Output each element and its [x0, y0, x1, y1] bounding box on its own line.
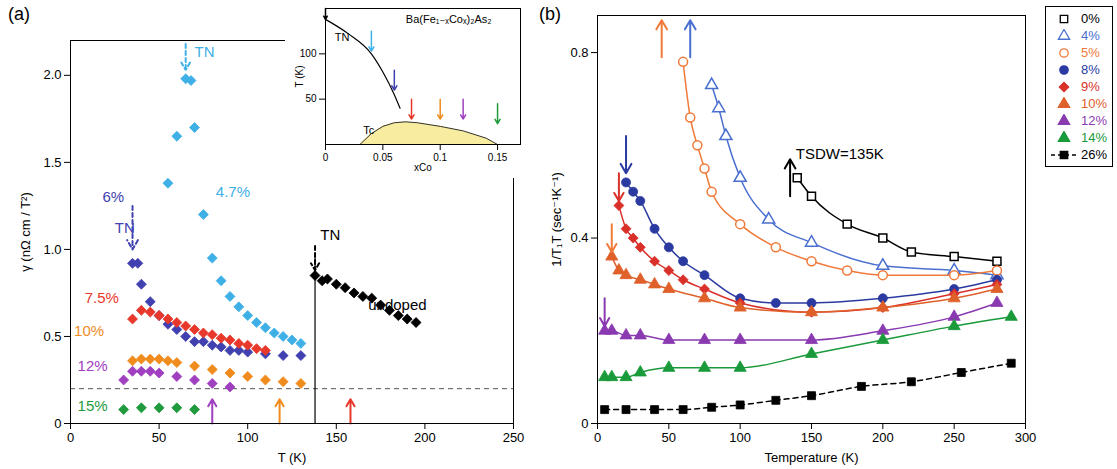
html-text:(a): (a)	[8, 4, 30, 24]
svg-text:undoped: undoped	[368, 296, 426, 313]
html-text:0%: 0%	[1081, 11, 1100, 26]
svg-text:Temperature (K): Temperature (K)	[765, 450, 859, 465]
svg-text:200: 200	[414, 430, 436, 445]
html-text:26%: 26%	[1081, 147, 1107, 162]
svg-text:T (K): T (K)	[294, 65, 305, 87]
svg-text:0.15: 0.15	[488, 152, 508, 163]
svg-text:Tc: Tc	[363, 124, 375, 136]
svg-text:250: 250	[943, 430, 965, 445]
svg-text:T (K): T (K)	[278, 450, 307, 465]
svg-text:150: 150	[325, 430, 347, 445]
html-text:8%: 8%	[1081, 62, 1100, 77]
html-text:14%: 14%	[1081, 130, 1107, 145]
svg-text:TN: TN	[195, 43, 215, 60]
svg-text:6%: 6%	[102, 188, 124, 205]
svg-text:TN: TN	[115, 219, 135, 236]
svg-text:0.05: 0.05	[373, 152, 393, 163]
svg-text:TSDW=135K: TSDW=135K	[796, 145, 884, 162]
svg-text:250: 250	[503, 430, 525, 445]
html-text:12%: 12%	[1081, 113, 1107, 128]
svg-text:0: 0	[594, 430, 601, 445]
svg-text:0: 0	[323, 152, 329, 163]
svg-text:0.4: 0.4	[570, 230, 588, 245]
svg-text:2.0: 2.0	[43, 67, 61, 82]
html-text:10%: 10%	[1081, 96, 1107, 111]
svg-text:50: 50	[305, 93, 317, 104]
svg-text:0: 0	[67, 430, 74, 445]
svg-text:10%: 10%	[74, 322, 104, 339]
svg-text:Ba(Fe₁₋ₓCoₓ)₂As₂: Ba(Fe₁₋ₓCoₓ)₂As₂	[406, 13, 492, 25]
html-text:9%: 9%	[1081, 79, 1100, 94]
html-text:(b): (b)	[539, 4, 561, 24]
svg-text:12%: 12%	[78, 357, 108, 374]
svg-text:150: 150	[801, 430, 823, 445]
svg-text:1.5: 1.5	[43, 155, 61, 170]
html-text:5%: 5%	[1081, 45, 1100, 60]
html-text:4%: 4%	[1081, 28, 1100, 43]
svg-text:1.0: 1.0	[43, 242, 61, 257]
svg-text:4.7%: 4.7%	[216, 183, 250, 200]
svg-text:7.5%: 7.5%	[85, 289, 119, 306]
svg-text:50: 50	[152, 430, 166, 445]
svg-text:0.8: 0.8	[570, 45, 588, 60]
svg-text:TN: TN	[320, 226, 340, 243]
svg-text:0.5: 0.5	[43, 329, 61, 344]
svg-text:100: 100	[300, 48, 317, 59]
svg-text:200: 200	[872, 430, 894, 445]
svg-text:TN: TN	[335, 31, 350, 43]
svg-text:xCo: xCo	[414, 162, 432, 173]
svg-text:0: 0	[581, 416, 588, 431]
svg-text:γ (nΩ cm / T²): γ (nΩ cm / T²)	[18, 192, 33, 272]
svg-text:1/T₁T (sec⁻¹K⁻¹): 1/T₁T (sec⁻¹K⁻¹)	[549, 172, 564, 266]
svg-text:100: 100	[237, 430, 259, 445]
svg-text:0: 0	[54, 416, 61, 431]
svg-text:300: 300	[1015, 430, 1037, 445]
svg-text:50: 50	[662, 430, 676, 445]
svg-text:100: 100	[729, 430, 751, 445]
svg-text:15%: 15%	[78, 397, 108, 414]
svg-text:0.1: 0.1	[433, 152, 447, 163]
